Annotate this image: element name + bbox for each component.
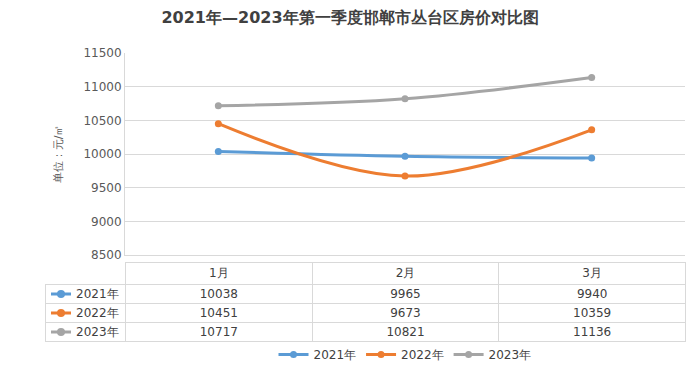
svg-text:10000: 10000	[83, 147, 121, 161]
svg-text:单位：元/㎡: 单位：元/㎡	[52, 125, 65, 184]
svg-text:8500: 8500	[91, 248, 122, 262]
html-text:10359: 10359	[573, 306, 612, 320]
html-text:10821: 10821	[386, 325, 425, 339]
svg-text:9500: 9500	[91, 181, 122, 195]
svg-text:10500: 10500	[83, 114, 121, 128]
svg-text:11500: 11500	[83, 46, 121, 60]
html-text:1月: 1月	[209, 266, 229, 280]
svg-text:9000: 9000	[91, 215, 122, 229]
html-text:10717: 10717	[199, 325, 238, 339]
html-text:2月: 2月	[395, 266, 416, 280]
html-text:2022年: 2022年	[76, 305, 119, 320]
html-text:9965: 9965	[390, 287, 421, 301]
svg-text:2022年: 2022年	[401, 348, 444, 362]
svg-text:2021年—2023年第一季度邯郸市丛台区房价对比图: 2021年—2023年第一季度邯郸市丛台区房价对比图	[161, 8, 538, 27]
svg-text:2023年: 2023年	[489, 348, 532, 362]
html-text:9940: 9940	[576, 287, 608, 301]
html-text:10451: 10451	[199, 306, 238, 320]
html-text:9673: 9673	[390, 306, 421, 320]
html-text:11136: 11136	[573, 325, 612, 339]
html-text:3月: 3月	[582, 266, 602, 280]
svg-text:2021年: 2021年	[314, 348, 357, 362]
html-text:10038: 10038	[199, 287, 238, 301]
svg-text:11000: 11000	[83, 80, 121, 94]
html-text:2021年: 2021年	[76, 286, 119, 301]
html-text:2023年: 2023年	[76, 324, 119, 339]
